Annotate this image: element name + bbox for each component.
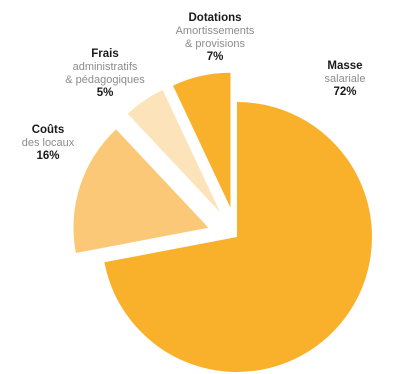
pie-slice-frais xyxy=(127,90,221,213)
label-frais-percent: 5% xyxy=(96,87,114,99)
pie-slice-couts xyxy=(73,129,209,254)
label-couts-title: Coûts xyxy=(31,124,65,136)
label-masse-subtitle: salariale xyxy=(324,73,366,85)
label-couts-subtitle: des locaux xyxy=(21,137,75,149)
label-frais-subtitle-2: & pédagogiques xyxy=(65,74,145,86)
label-couts-percent: 16% xyxy=(36,150,60,162)
label-couts: Coûts des locaux 16% xyxy=(0,124,96,163)
label-dotations-subtitle-2: & provisions xyxy=(185,38,245,50)
label-masse-title: Masse xyxy=(327,60,363,72)
label-dotations-subtitle-1: Amortissements xyxy=(175,25,255,37)
label-dotations-title: Dotations xyxy=(188,12,242,24)
label-dotations: Dotations Amortissements & provisions 7% xyxy=(160,12,270,64)
label-frais-title: Frais xyxy=(91,48,119,60)
label-frais-subtitle-1: administratifs xyxy=(72,61,138,73)
label-masse-percent: 72% xyxy=(333,86,357,98)
pie-slice-dotations xyxy=(172,72,231,208)
label-dotations-percent: 7% xyxy=(206,51,224,63)
pie-slice-masse xyxy=(104,102,372,372)
label-masse: Masse salariale 72% xyxy=(300,60,390,99)
label-frais: Frais administratifs & pédagogiques 5% xyxy=(50,48,160,100)
